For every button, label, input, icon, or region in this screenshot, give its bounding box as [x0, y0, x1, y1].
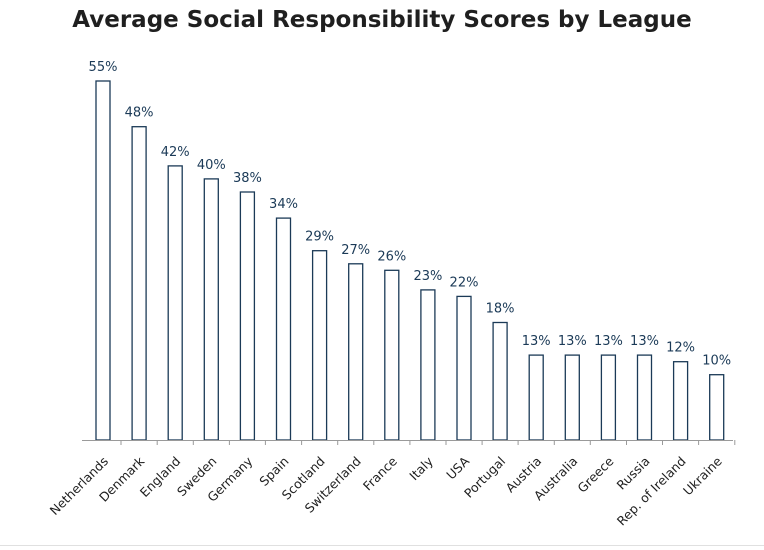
- bar-sweden: [203, 178, 219, 441]
- value-label-netherlands: 55%: [89, 60, 118, 75]
- bar-france: [384, 269, 400, 441]
- bar-netherlands: [95, 80, 111, 441]
- bar-usa: [456, 295, 472, 441]
- bar-switzerland: [348, 263, 364, 441]
- bar-spain: [275, 217, 292, 441]
- x-axis: [82, 440, 736, 445]
- value-label-england: 42%: [161, 145, 190, 160]
- bar-italy: [420, 289, 436, 441]
- bar-austria: [528, 354, 544, 441]
- value-label-portugal: 18%: [486, 302, 515, 317]
- category-label-england: England: [137, 454, 183, 500]
- bar-denmark: [131, 126, 147, 441]
- value-label-scotland: 29%: [305, 230, 334, 245]
- value-label-usa: 22%: [450, 275, 479, 290]
- bars-layer: [95, 80, 725, 441]
- bar-greece: [600, 354, 617, 441]
- bar-portugal: [492, 321, 508, 441]
- bar-scotland: [311, 250, 328, 441]
- bottom-divider: [0, 545, 764, 546]
- value-label-spain: 34%: [269, 197, 298, 212]
- bar-germany: [239, 191, 256, 441]
- value-label-greece: 13%: [594, 334, 623, 349]
- bar-england: [167, 165, 183, 441]
- value-label-rep-of-ireland: 12%: [666, 341, 695, 356]
- value-label-sweden: 40%: [197, 158, 226, 173]
- category-label-ukraine: Ukraine: [680, 453, 725, 498]
- value-label-australia: 13%: [558, 334, 587, 349]
- value-label-germany: 38%: [233, 171, 262, 186]
- bar-russia: [636, 354, 653, 441]
- category-label-greece: Greece: [574, 453, 616, 495]
- value-label-russia: 13%: [630, 334, 659, 349]
- category-label-usa: USA: [443, 453, 472, 482]
- value-labels-layer: 55% 48% 42% 40% 38% 34% 29% 27% 26% 23% 22% 18% 13% 1…: [89, 60, 732, 369]
- category-label-france: France: [360, 453, 400, 493]
- value-label-italy: 23%: [413, 269, 442, 284]
- bar-rep-of-ireland: [672, 361, 689, 441]
- value-label-denmark: 48%: [125, 106, 154, 121]
- category-label-netherlands: Netherlands: [47, 454, 111, 518]
- value-label-switzerland: 27%: [341, 243, 370, 258]
- value-label-france: 26%: [377, 249, 406, 264]
- bar-australia: [564, 354, 580, 441]
- chart-title: Average Social Responsibility Scores by …: [72, 7, 692, 33]
- value-label-ukraine: 10%: [702, 354, 731, 369]
- bar-ukraine: [709, 374, 725, 441]
- value-label-austria: 13%: [522, 334, 551, 349]
- category-label-italy: Italy: [406, 453, 436, 483]
